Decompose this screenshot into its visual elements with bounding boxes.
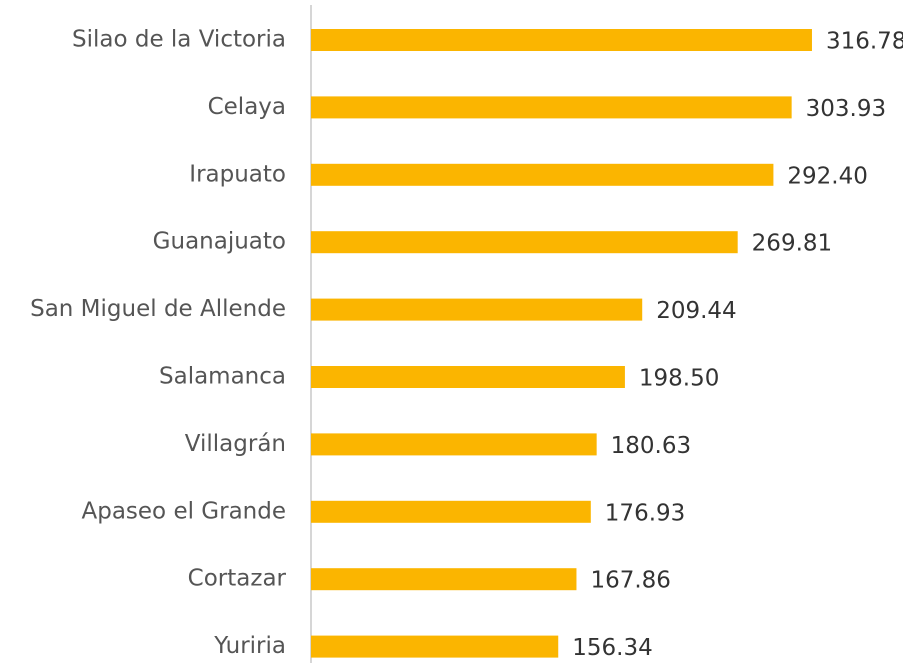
value-label: 167.86: [590, 568, 670, 594]
value-label: 292.40: [787, 163, 867, 189]
value-label: 156.34: [572, 635, 652, 661]
category-label: San Miguel de Allende: [30, 296, 286, 322]
category-label: Salamanca: [159, 364, 286, 390]
category-label: Irapuato: [189, 161, 286, 187]
value-label: 176.93: [605, 500, 685, 526]
value-label: 303.93: [806, 96, 886, 122]
bar: [311, 298, 643, 321]
bar: [311, 500, 591, 523]
category-label: Cortazar: [188, 566, 287, 592]
category-label: Apaseo el Grande: [82, 498, 287, 524]
category-label: Silao de la Victoria: [72, 27, 286, 53]
value-label: 180.63: [611, 433, 691, 459]
category-label: Villagrán: [185, 431, 286, 457]
bar: [311, 29, 812, 51]
category-label: Yuriria: [213, 633, 286, 659]
bar: [311, 231, 738, 254]
value-label: 209.44: [656, 298, 736, 324]
bar: [311, 635, 559, 658]
bar: [311, 96, 792, 119]
category-label: Celaya: [208, 94, 286, 120]
category-label: Guanajuato: [153, 229, 286, 255]
bar: [311, 163, 774, 186]
value-label: 198.50: [639, 366, 719, 392]
bar: [311, 366, 625, 388]
bar: [311, 433, 597, 456]
value-label: 316.78: [826, 29, 903, 55]
bar: [311, 568, 577, 591]
value-label: 269.81: [752, 231, 832, 257]
